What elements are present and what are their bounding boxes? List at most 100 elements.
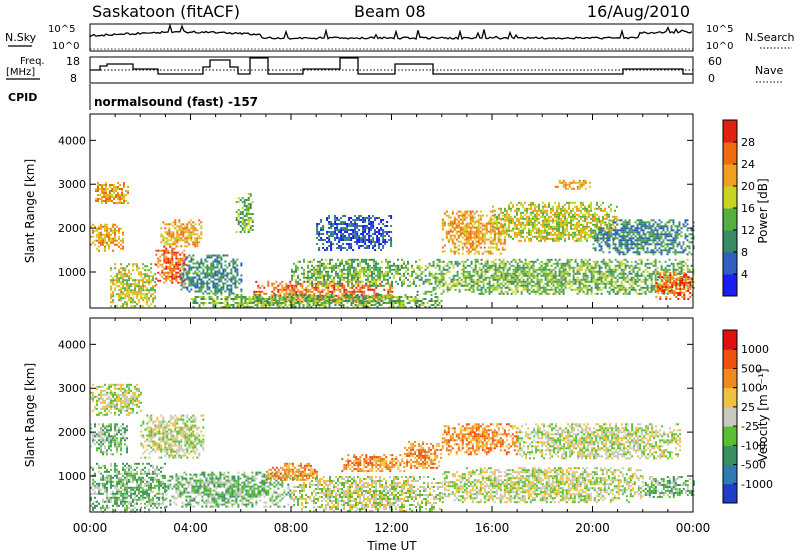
velocity-echo-region	[90, 462, 166, 513]
velocity-colorbar-tick: -500	[741, 459, 766, 472]
velocity-echo-region	[441, 467, 644, 504]
power-echo-region	[190, 294, 443, 308]
velocity-colorbar-tick: -25	[741, 420, 759, 433]
velocity-echo-region	[517, 423, 682, 460]
power-colorbar-tick: 8	[741, 246, 748, 259]
date-title: 16/Aug/2010	[587, 2, 690, 21]
velocity-y-ticks: 1000 2000 3000 4000	[58, 338, 693, 483]
velocity-heatmap	[90, 383, 695, 513]
power-echo-region	[592, 219, 695, 256]
velocity-echo-region	[441, 423, 518, 456]
velocity-colorbar-label: Velocity [m s⁻¹]	[756, 368, 770, 461]
power-colorbar-segment	[723, 186, 737, 209]
velocity-colorbar-tick: 1000	[741, 343, 769, 356]
time-x-tick-label: 16:00	[475, 521, 510, 535]
power-colorbar-segment	[723, 274, 737, 297]
count-tick-bottom-right: 10^0	[706, 41, 733, 52]
power-echo-region	[655, 272, 694, 300]
velocity-panel: 1000 2000 3000 4000 00:00 04:00 08:00 12:00 16:…	[58, 317, 710, 535]
velocity-echo-region	[90, 383, 142, 416]
count-tick-top-right: 10^5	[706, 24, 733, 35]
count-tick-bottom-left: 10^0	[52, 41, 79, 52]
power-echo-region	[155, 245, 188, 286]
freq-tick-top: 18	[66, 55, 80, 68]
power-echo-region	[416, 258, 695, 295]
nsky-label: N.Sky	[5, 31, 37, 44]
power-colorbar-segment	[723, 208, 737, 231]
velocity-echo-region	[291, 476, 443, 512]
nave-tick-bottom: 0	[708, 72, 715, 85]
cpid-text: normalsound (fast) -157	[94, 95, 258, 109]
velocity-ylabel: Slant Range [km]	[23, 363, 37, 467]
power-echo-region	[180, 254, 243, 295]
velocity-colorbar-segment	[723, 406, 737, 427]
power-echo-region	[441, 210, 506, 255]
power-panel: 1000 2000 3000 4000	[58, 113, 695, 309]
velocity-colorbar-tick: -100	[741, 439, 766, 452]
power-echo-region	[160, 219, 203, 248]
freq-label-2: [MHz]	[6, 67, 35, 78]
nave-tick-top: 60	[708, 55, 722, 68]
time-x-tick-label: 00:00	[73, 521, 108, 535]
power-heatmap	[90, 179, 695, 308]
power-colorbar-label: Power [dB]	[756, 178, 770, 243]
velocity-colorbar-segment	[723, 445, 737, 466]
velocity-echo-region	[642, 476, 695, 498]
power-echo-region	[90, 223, 124, 252]
velocity-y-tick-label: 4000	[58, 338, 86, 351]
freq-label-1: Freq.	[20, 56, 45, 67]
velocity-echo-region	[140, 414, 205, 459]
velocity-echo-region	[404, 440, 443, 469]
power-y-tick-label: 1000	[58, 266, 86, 279]
velocity-colorbar-tick: -1000	[741, 478, 773, 491]
nsky-trace	[89, 23, 693, 41]
velocity-x-ticks: 00:00 04:00 08:00 12:00 16:00 20:00 00:00	[73, 318, 710, 535]
velocity-colorbar-segment	[723, 483, 737, 504]
power-colorbar-tick: 20	[741, 180, 755, 193]
power-colorbar: 4 8 12 16 20 24 28	[722, 119, 755, 297]
power-y-tick-label: 2000	[58, 222, 86, 235]
velocity-colorbar-segment	[723, 426, 737, 446]
power-echo-region	[235, 193, 254, 233]
velocity-y-tick-label: 1000	[58, 470, 86, 483]
time-x-tick-label: 12:00	[374, 521, 409, 535]
power-y-ticks: 1000 2000 3000 4000	[58, 134, 693, 279]
count-tick-top-left: 10^5	[48, 24, 75, 35]
power-echo-region	[291, 258, 417, 287]
power-colorbar-segment	[723, 252, 737, 275]
freq-trace	[90, 57, 693, 75]
freq-tick-bottom: 8	[70, 72, 77, 85]
time-xlabel: Time UT	[366, 539, 417, 553]
velocity-echo-region	[90, 423, 128, 456]
freq-strip	[89, 56, 694, 84]
velocity-colorbar-segment	[723, 368, 737, 389]
velocity-y-tick-label: 2000	[58, 426, 86, 439]
power-colorbar-tick: 28	[741, 136, 755, 149]
power-y-tick-label: 3000	[58, 178, 86, 191]
power-colorbar-tick: 4	[741, 268, 748, 281]
power-colorbar-segment	[723, 142, 737, 165]
power-colorbar-segment	[723, 230, 737, 253]
power-y-tick-label: 4000	[58, 134, 86, 147]
power-colorbar-segment	[723, 120, 737, 143]
velocity-colorbar-segment	[723, 349, 737, 369]
power-echo-region	[316, 215, 393, 251]
cpid-label: CPID	[8, 91, 37, 104]
velocity-colorbar-segment	[723, 330, 737, 350]
station-title: Saskatoon (fitACF)	[92, 2, 240, 21]
velocity-colorbar-segment	[723, 387, 737, 408]
power-colorbar-tick: 12	[741, 224, 755, 237]
power-colorbar-tick: 16	[741, 202, 755, 215]
velocity-colorbar-segment	[723, 464, 737, 485]
nsearch-label: N.Search	[745, 31, 795, 44]
beam-title: Beam 08	[354, 2, 426, 21]
velocity-colorbar-tick: 100	[741, 382, 762, 395]
time-x-tick-label: 08:00	[274, 521, 309, 535]
power-x-tickmarks	[89, 114, 694, 308]
velocity-colorbar: 1000 500 100 25 -25 -100 -500 -1000	[722, 329, 773, 504]
time-x-tick-label: 04:00	[173, 521, 208, 535]
nave-label: Nave	[755, 64, 783, 77]
time-x-tick-label: 20:00	[575, 521, 610, 535]
velocity-colorbar-tick: 500	[741, 362, 762, 375]
